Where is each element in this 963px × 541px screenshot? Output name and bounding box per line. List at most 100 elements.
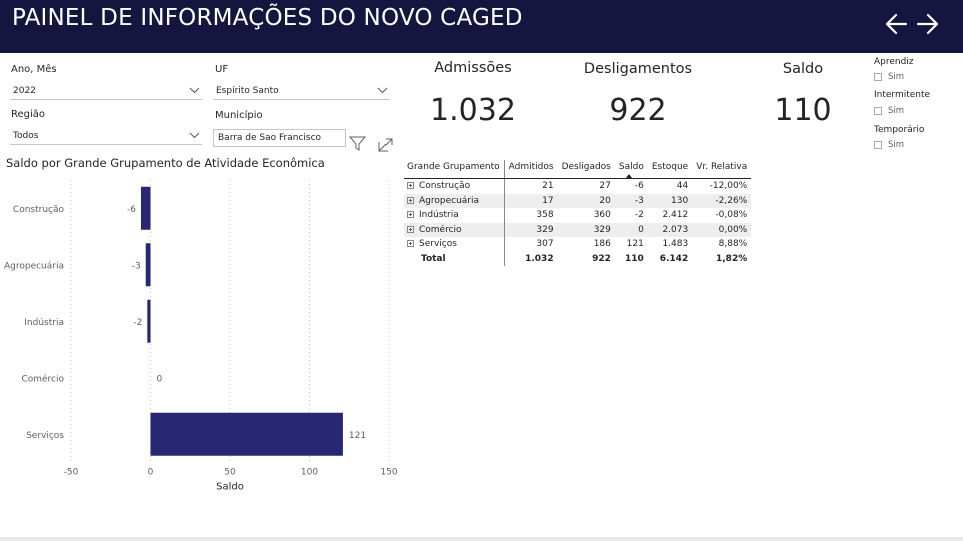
ano-mes-dropdown[interactable]: 2022	[10, 82, 202, 100]
expand-icon[interactable]	[407, 182, 414, 190]
estoque-cell: 130	[647, 193, 693, 208]
category-label: Serviços	[26, 431, 64, 441]
admitidos-cell: 17	[504, 193, 558, 208]
vr-relativa-cell: -0,08%	[715, 210, 748, 221]
col-header-grupamento[interactable]: Grande Grupamento	[404, 160, 505, 179]
bar	[145, 243, 151, 287]
desligados-cell: 186	[593, 239, 611, 250]
regiao-dropdown[interactable]: Todos	[10, 127, 202, 145]
admissoes-label: Admissões	[434, 60, 512, 76]
row-label: Indústria	[419, 210, 459, 221]
ano-mes-label: Ano, Mês	[11, 64, 57, 75]
page-footer-border	[0, 537, 963, 541]
bar	[140, 186, 151, 230]
temporario-sim-label: Sim	[888, 140, 905, 150]
table-row: Indústria 358 360 -2 2.412 -0,08%	[404, 208, 751, 223]
expand-icon[interactable]	[407, 211, 414, 219]
total-desligados-cell: 922	[592, 253, 611, 264]
saldo-label: Saldo	[782, 61, 824, 77]
x-tick-label: 50	[224, 468, 236, 478]
desligados-cell: 20	[557, 193, 615, 208]
col-header-desligados[interactable]: Desligados	[557, 160, 615, 179]
col-header-admitidos[interactable]: Admitidos	[504, 160, 558, 179]
admitidos-cell: 21	[542, 181, 554, 192]
col-header-saldo[interactable]: Saldo	[614, 160, 648, 179]
row-grupamento-cell[interactable]: Construção	[404, 178, 505, 194]
temporario-label: Temporário	[874, 125, 925, 135]
total-label-cell: Total	[404, 251, 505, 266]
intermitente-sim-checkbox[interactable]	[874, 107, 882, 115]
row-grupamento-cell[interactable]: Indústria	[404, 208, 505, 223]
desligamentos-value: 922	[609, 93, 667, 128]
regiao-label: Região	[11, 109, 46, 120]
municipio-label: Município	[215, 110, 263, 121]
aprendiz-sim-label: Sim	[888, 72, 905, 82]
total-admitidos-cell: 1.032	[525, 253, 554, 264]
col-header-estoque[interactable]: Estoque	[647, 160, 693, 179]
estoque-cell: 44	[676, 181, 689, 192]
chevron-down-icon	[189, 132, 200, 139]
focus-mode-button[interactable]	[378, 137, 393, 156]
expand-icon[interactable]	[407, 196, 414, 204]
x-tick-label: 150	[380, 468, 397, 478]
saldo-cell: -3	[614, 193, 648, 208]
saldo-cell: 121	[626, 239, 644, 250]
temporario-sim-checkbox[interactable]	[874, 141, 882, 149]
row-grupamento-cell[interactable]: Comércio	[404, 222, 505, 237]
estoque-cell: 1.483	[662, 239, 689, 250]
header-bar: PAINEL DE INFORMAÇÕES DO NOVO CAGED	[0, 0, 963, 53]
category-label: Comércio	[21, 373, 64, 384]
vr-relativa-cell: -2,26%	[692, 193, 752, 208]
desligados-cell: 360	[593, 210, 611, 221]
uf-label: UF	[215, 64, 229, 75]
intermitente-label: Intermitente	[874, 90, 931, 100]
x-tick-label: 100	[301, 468, 318, 478]
vr-relativa-cell: 8,88%	[718, 239, 748, 250]
x-tick-label: -50	[64, 468, 79, 478]
col-header-vr-relativa[interactable]: Vr. Relativa	[692, 160, 752, 179]
intermitente-sim-label: Sim	[888, 106, 905, 116]
uf-value: Espírito Santo	[216, 86, 279, 96]
row-grupamento-cell[interactable]: Serviços	[404, 237, 505, 252]
regiao-value: Todos	[13, 131, 39, 141]
estoque-cell: 2.412	[662, 210, 689, 221]
uf-dropdown[interactable]: Espírito Santo	[213, 82, 390, 100]
saldo-cell: -2	[634, 210, 644, 221]
saldo-cell: 0	[614, 222, 648, 237]
category-label: Indústria	[24, 318, 64, 328]
expand-icon[interactable]	[407, 240, 414, 248]
filter-button[interactable]	[348, 136, 367, 155]
chevron-down-icon	[189, 87, 200, 94]
x-tick-label: 0	[148, 468, 154, 478]
data-label: 121	[349, 431, 366, 441]
matrix-header-row: Grande Grupamento Admitidos Desligados S…	[404, 160, 752, 179]
row-label: Serviços	[419, 239, 457, 250]
sort-descending-icon	[625, 174, 632, 178]
chevron-down-icon	[377, 87, 388, 94]
total-estoque-cell: 6.142	[659, 253, 689, 264]
row-label: Construção	[419, 181, 471, 192]
category-label: Construção	[13, 205, 65, 215]
admitidos-cell: 329	[504, 222, 558, 237]
desligamentos-label: Desligamentos	[583, 61, 693, 77]
saldo-bar-chart: Construção -6 Agropecuária -3 Indústria -2 Com…	[4, 180, 398, 493]
table-row: Agropecuária 17 20 -3 130 -2,26%	[404, 193, 752, 208]
desligados-cell: 329	[557, 222, 615, 237]
saldo-cell: -6	[634, 181, 644, 192]
aprendiz-label: Aprendiz	[874, 57, 914, 67]
row-grupamento-cell[interactable]: Agropecuária	[404, 193, 505, 208]
grupamento-matrix: Grande Grupamento Admitidos Desligados S…	[404, 160, 752, 266]
aprendiz-sim-checkbox[interactable]	[874, 73, 882, 81]
data-label: 0	[157, 374, 163, 384]
total-row: Total 1.032 922 110 6.142 1,82%	[404, 251, 751, 266]
admitidos-cell: 358	[536, 210, 554, 221]
page-title: PAINEL DE INFORMAÇÕES DO NOVO CAGED	[12, 5, 523, 31]
municipio-field[interactable]: Barra de Sao Francisco	[213, 129, 346, 147]
admitidos-cell: 307	[536, 239, 554, 250]
back-button[interactable]	[884, 10, 910, 38]
forward-button[interactable]	[914, 10, 940, 38]
expand-icon[interactable]	[407, 225, 414, 233]
row-label: Comércio	[419, 224, 462, 235]
saldo-value: 110	[774, 93, 832, 128]
desligados-cell: 27	[599, 181, 611, 192]
